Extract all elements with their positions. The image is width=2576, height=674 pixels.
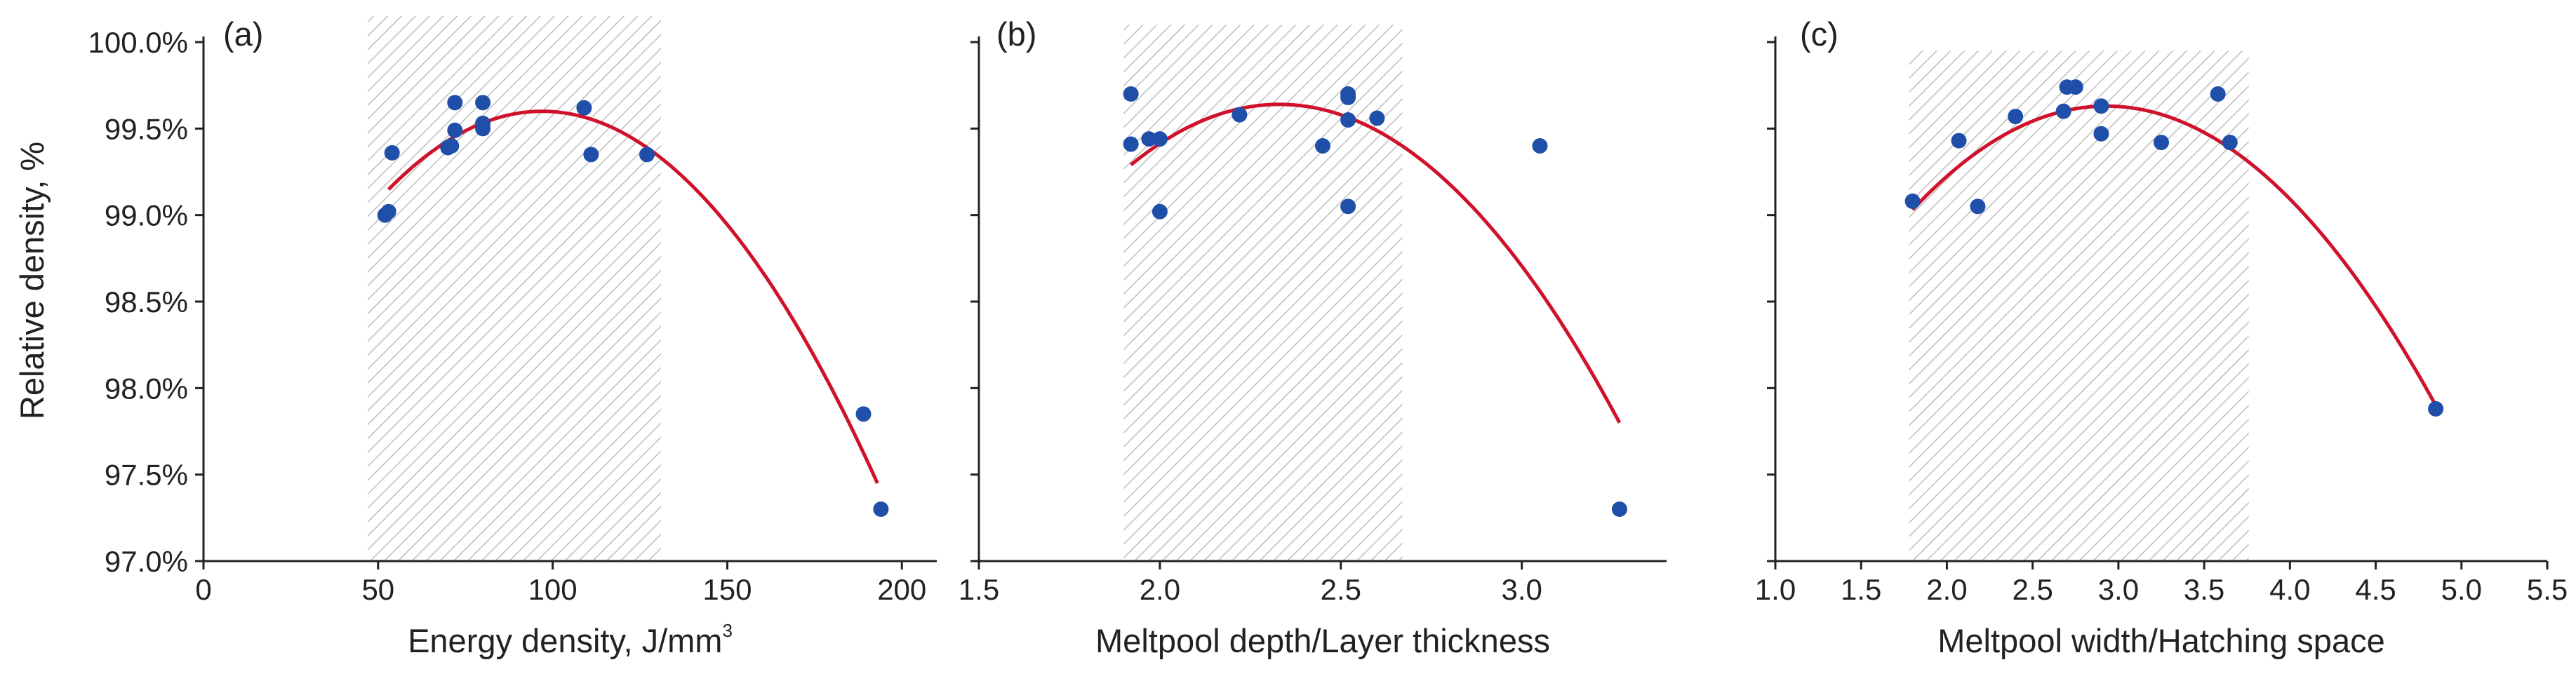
data-point (1123, 136, 1139, 152)
data-point (384, 144, 400, 161)
data-point (1970, 198, 1986, 215)
data-point (873, 501, 889, 517)
chart-panel-b: 1.5 2.0 2.5 3.0 Meltpool depth/Layer thickne… (959, 15, 1667, 659)
data-point (1315, 138, 1330, 154)
data-point (1340, 112, 1356, 128)
data-point (1369, 110, 1385, 126)
x-axis-title: Meltpool width/Hatching space (1937, 622, 2384, 659)
x-tick-label: 1.0 (1755, 573, 1796, 606)
x-tick-label: 100 (528, 573, 578, 606)
x-tick-label: 2.0 (1140, 573, 1180, 606)
fit-curve (1911, 104, 2438, 407)
x-axis-title: Energy density, J/mm3 (408, 620, 733, 659)
data-point (2093, 98, 2109, 114)
x-tick-label: 0 (195, 573, 211, 606)
data-point (2222, 135, 2238, 151)
x-tick-label: 2.5 (2012, 573, 2053, 606)
data-point (2428, 400, 2444, 417)
data-point (447, 122, 463, 138)
data-point (380, 203, 396, 220)
x-tick-label: 3.0 (1501, 573, 1542, 606)
x-tick-label: 150 (702, 573, 752, 606)
y-axis-title: Relative density, % (13, 142, 51, 419)
panel-label: (a) (223, 15, 263, 53)
data-point (1152, 203, 1168, 220)
data-point (2008, 109, 2024, 125)
data-point (1123, 86, 1139, 102)
y-tick-label: 97.5% (105, 459, 188, 492)
x-tick-label: 3.5 (2184, 573, 2224, 606)
x-tick-label: 2.0 (1926, 573, 1967, 606)
data-point (583, 147, 599, 163)
data-point (1340, 198, 1356, 215)
y-tick-label: 98.0% (105, 372, 188, 405)
x-tick-label: 1.5 (1841, 573, 1881, 606)
shaded-region (1909, 50, 2249, 562)
data-point (475, 95, 491, 111)
y-tick-label: 97.0% (105, 545, 188, 578)
x-tick-label: 5.0 (2441, 573, 2482, 606)
chart-panel-c: 1.0 1.5 2.0 2.5 3.0 3.5 4.0 4.5 5.0 5.5 Meltpool w… (1755, 15, 2568, 659)
data-point (1232, 107, 1248, 123)
y-tick-label: 99.0% (105, 199, 188, 232)
data-point (1951, 133, 1967, 149)
x-tick-label: 1.5 (959, 573, 999, 606)
x-tick-label: 3.0 (2098, 573, 2139, 606)
data-point (2067, 79, 2083, 95)
data-point (1904, 193, 1921, 209)
data-point (475, 115, 491, 131)
data-point (447, 95, 463, 111)
data-point (1532, 138, 1548, 154)
fit-curve (1130, 102, 1622, 424)
y-tick-label: 98.5% (105, 285, 188, 318)
data-point (576, 100, 592, 116)
data-point (2154, 135, 2169, 151)
data-point (639, 147, 655, 163)
x-axis-title: Meltpool depth/Layer thickness (1095, 622, 1550, 659)
data-point (2055, 103, 2071, 119)
panel-label: (c) (1800, 15, 1838, 53)
data-point (1340, 86, 1356, 102)
shaded-region (1123, 25, 1403, 562)
x-tick-label: 5.5 (2527, 573, 2568, 606)
x-tick-label: 4.0 (2269, 573, 2310, 606)
y-tick-label: 100.0% (88, 26, 188, 59)
data-point (2210, 86, 2226, 102)
data-point (1141, 131, 1157, 147)
data-point (855, 406, 872, 422)
x-tick-label: 50 (361, 573, 394, 606)
y-tick-label: 99.5% (105, 112, 188, 145)
data-point (1611, 501, 1627, 517)
x-tick-label: 4.5 (2355, 573, 2396, 606)
panel-label: (b) (996, 15, 1036, 53)
data-point (443, 138, 460, 154)
fit-curve (387, 109, 879, 485)
shaded-region (367, 16, 661, 561)
x-axis-title-superscript: 3 (722, 620, 732, 641)
data-point (1152, 131, 1168, 147)
chart-panel-a: 97.0% 97.5% 98.0% 98.5% 99.0% 99.5% 100.0% 0 50 1… (88, 15, 937, 659)
x-tick-label: 200 (877, 573, 926, 606)
x-tick-label: 2.5 (1321, 573, 1361, 606)
data-point (2093, 126, 2109, 142)
